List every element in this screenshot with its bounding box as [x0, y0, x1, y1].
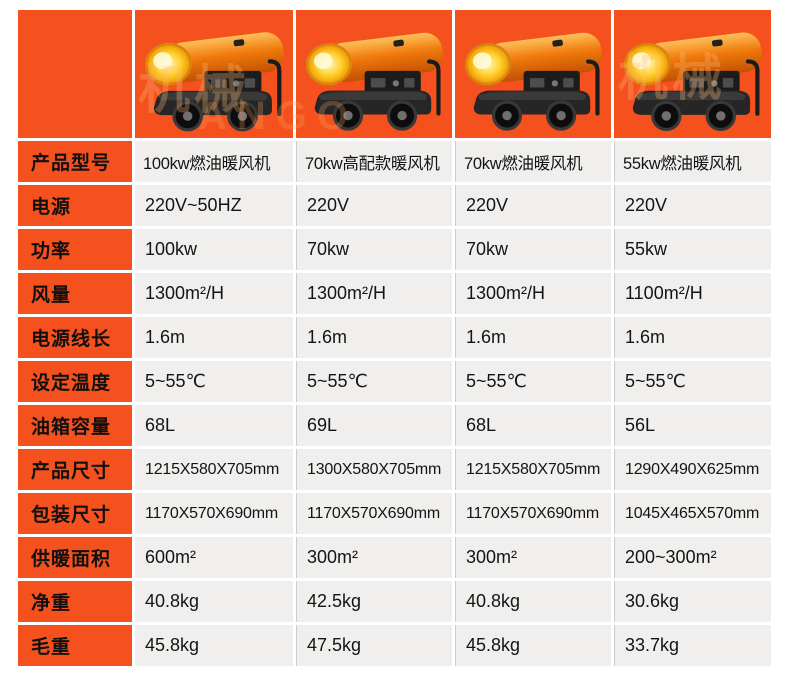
row-label-set-temperature: 设定温度 — [18, 361, 132, 402]
spec-cell: 70kw — [296, 229, 452, 270]
spec-cell: 45.8kg — [455, 625, 611, 666]
product-comparison-table: 产品型号 100kw燃油暖风机 70kw高配款暖风机 70kw燃油暖风机 55k… — [18, 10, 771, 666]
heater-product-image — [135, 10, 293, 138]
spec-cell: 1170X570X690mm — [455, 493, 611, 534]
heater-product-image — [455, 10, 611, 138]
spec-cell: 1045X465X570mm — [614, 493, 771, 534]
product-image-cell — [296, 10, 452, 138]
spec-cell: 68L — [135, 405, 293, 446]
spec-cell: 300m² — [455, 537, 611, 578]
row-label-airflow: 风量 — [18, 273, 132, 314]
product-image-cell — [455, 10, 611, 138]
spec-cell: 1300m²/H — [296, 273, 452, 314]
row-label-package-size: 包装尺寸 — [18, 493, 132, 534]
row-label-product-size: 产品尺寸 — [18, 449, 132, 490]
spec-cell: 220V — [455, 185, 611, 226]
spec-cell: 1170X570X690mm — [296, 493, 452, 534]
spec-cell: 600m² — [135, 537, 293, 578]
spec-cell: 56L — [614, 405, 771, 446]
spec-cell: 45.8kg — [135, 625, 293, 666]
spec-cell: 1300m²/H — [455, 273, 611, 314]
spec-cell: 220V — [614, 185, 771, 226]
spec-cell: 5~55℃ — [296, 361, 452, 402]
spec-cell: 1215X580X705mm — [455, 449, 611, 490]
row-label-power-source: 电源 — [18, 185, 132, 226]
spec-cell: 200~300m² — [614, 537, 771, 578]
spec-cell: 70kw燃油暖风机 — [455, 141, 611, 182]
spec-cell: 68L — [455, 405, 611, 446]
spec-cell: 1300X580X705mm — [296, 449, 452, 490]
row-label-cord-length: 电源线长 — [18, 317, 132, 358]
spec-cell: 1.6m — [614, 317, 771, 358]
spec-cell: 40.8kg — [135, 581, 293, 622]
heater-product-image — [614, 10, 771, 138]
spec-cell: 70kw高配款暖风机 — [296, 141, 452, 182]
spec-cell: 69L — [296, 405, 452, 446]
row-label-tank-capacity: 油箱容量 — [18, 405, 132, 446]
row-label-model: 产品型号 — [18, 141, 132, 182]
spec-cell: 5~55℃ — [135, 361, 293, 402]
row-label-gross-weight: 毛重 — [18, 625, 132, 666]
spec-cell: 300m² — [296, 537, 452, 578]
spec-cell: 30.6kg — [614, 581, 771, 622]
spec-cell: 42.5kg — [296, 581, 452, 622]
spec-cell: 33.7kg — [614, 625, 771, 666]
spec-cell: 1.6m — [135, 317, 293, 358]
row-label-heating-area: 供暖面积 — [18, 537, 132, 578]
spec-cell: 1170X570X690mm — [135, 493, 293, 534]
heater-product-image — [296, 10, 452, 138]
spec-cell: 55kw燃油暖风机 — [614, 141, 771, 182]
spec-cell: 1.6m — [455, 317, 611, 358]
spec-cell: 47.5kg — [296, 625, 452, 666]
spec-cell: 1215X580X705mm — [135, 449, 293, 490]
spec-cell: 70kw — [455, 229, 611, 270]
spec-cell: 5~55℃ — [614, 361, 771, 402]
product-image-cell — [614, 10, 771, 138]
table-corner-spacer — [18, 10, 132, 138]
spec-cell: 1.6m — [296, 317, 452, 358]
spec-cell: 40.8kg — [455, 581, 611, 622]
spec-cell: 220V — [296, 185, 452, 226]
spec-cell: 1300m²/H — [135, 273, 293, 314]
spec-cell: 5~55℃ — [455, 361, 611, 402]
spec-cell: 1100m²/H — [614, 273, 771, 314]
spec-cell: 100kw — [135, 229, 293, 270]
spec-cell: 100kw燃油暖风机 — [135, 141, 293, 182]
row-label-power: 功率 — [18, 229, 132, 270]
spec-cell: 220V~50HZ — [135, 185, 293, 226]
product-image-cell — [135, 10, 293, 138]
spec-cell: 55kw — [614, 229, 771, 270]
row-label-net-weight: 净重 — [18, 581, 132, 622]
spec-cell: 1290X490X625mm — [614, 449, 771, 490]
